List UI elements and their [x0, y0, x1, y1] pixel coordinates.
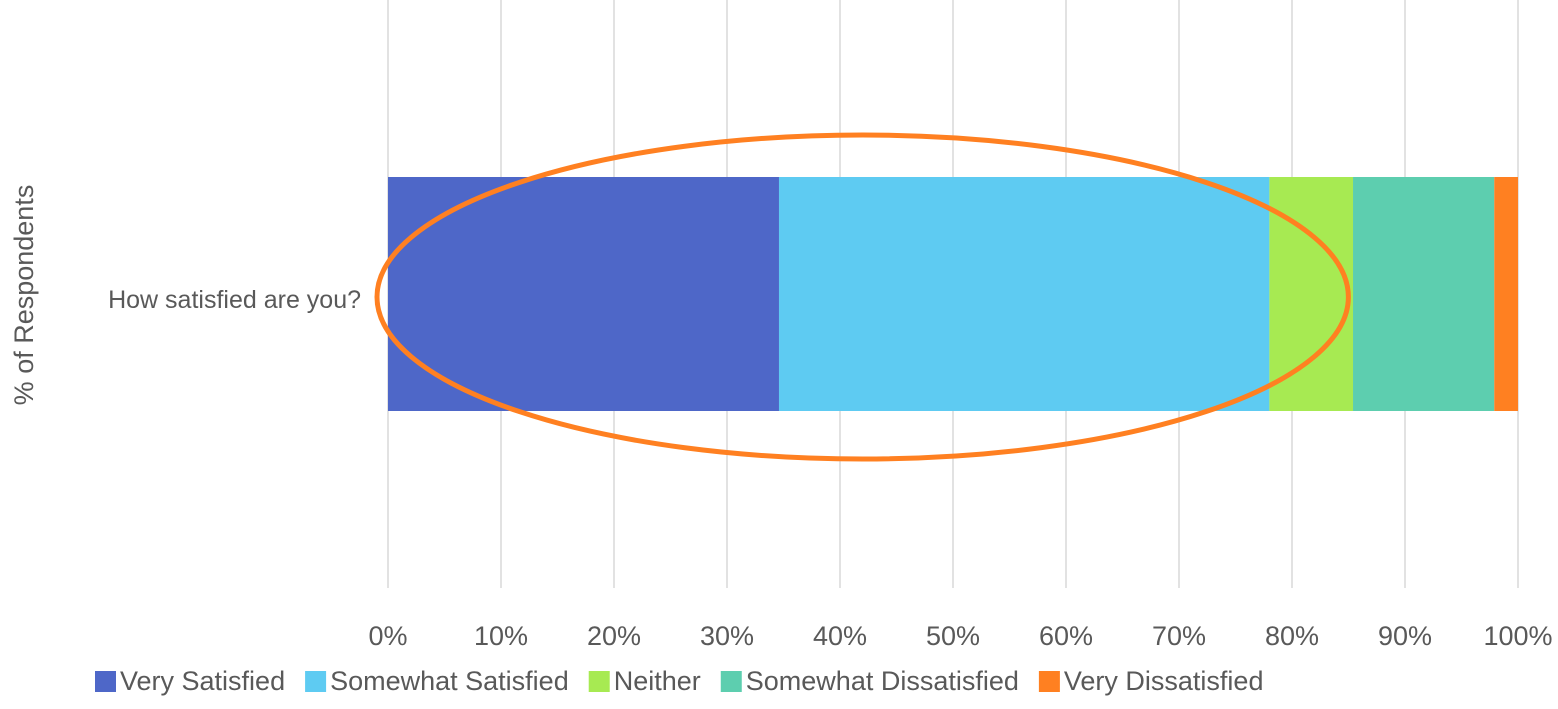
- x-tick-label: 90%: [1378, 621, 1432, 651]
- bar-segments: [388, 177, 1518, 411]
- x-tick-label: 50%: [926, 621, 980, 651]
- bar-segment-very-satisfied: [388, 177, 779, 411]
- x-tick-label: 60%: [1039, 621, 1093, 651]
- bar-segment-neither: [1269, 177, 1354, 411]
- legend-label-neither: Neither: [614, 666, 701, 696]
- category-label: How satisfied are you?: [108, 286, 361, 314]
- x-tick-label: 80%: [1265, 621, 1319, 651]
- annotation-ellipse: [374, 132, 1351, 462]
- legend-swatch-somewhat-dissatisfied: [720, 671, 742, 692]
- x-tick-label: 100%: [1483, 621, 1552, 651]
- legend-label-very-satisfied: Very Satisfied: [120, 666, 285, 696]
- x-tick-label: 0%: [368, 621, 407, 651]
- legend-swatch-somewhat-satisfied: [305, 671, 327, 692]
- bar-segment-somewhat-dissatisfied: [1353, 177, 1495, 411]
- x-tick-label: 40%: [813, 621, 867, 651]
- x-tick-label: 70%: [1152, 621, 1206, 651]
- x-tick-label: 20%: [587, 621, 641, 651]
- bar-segment-somewhat-satisfied: [778, 177, 1270, 411]
- legend-swatch-neither: [588, 671, 610, 692]
- legend-label-very-dissatisfied: Very Dissatisfied: [1064, 666, 1264, 696]
- legend: Very Satisfied Somewhat Satisfied Neither S…: [95, 666, 1263, 696]
- x-tick-label: 10%: [474, 621, 528, 651]
- annotation: [374, 132, 1351, 462]
- x-tick-labels: 0% 10% 20% 30% 40% 50% 60% 70% 80% 90% 100%: [368, 621, 1552, 651]
- x-tick-label: 30%: [700, 621, 754, 651]
- labels: % of Respondents How satisfied are you?: [9, 185, 361, 406]
- bar-segment-very-dissatisfied: [1494, 177, 1518, 411]
- legend-label-somewhat-dissatisfied: Somewhat Dissatisfied: [746, 666, 1019, 696]
- y-axis-title: % of Respondents: [9, 185, 39, 406]
- legend-swatch-very-dissatisfied: [1038, 671, 1060, 692]
- legend-label-somewhat-satisfied: Somewhat Satisfied: [330, 666, 569, 696]
- legend-swatch-very-satisfied: [95, 671, 116, 692]
